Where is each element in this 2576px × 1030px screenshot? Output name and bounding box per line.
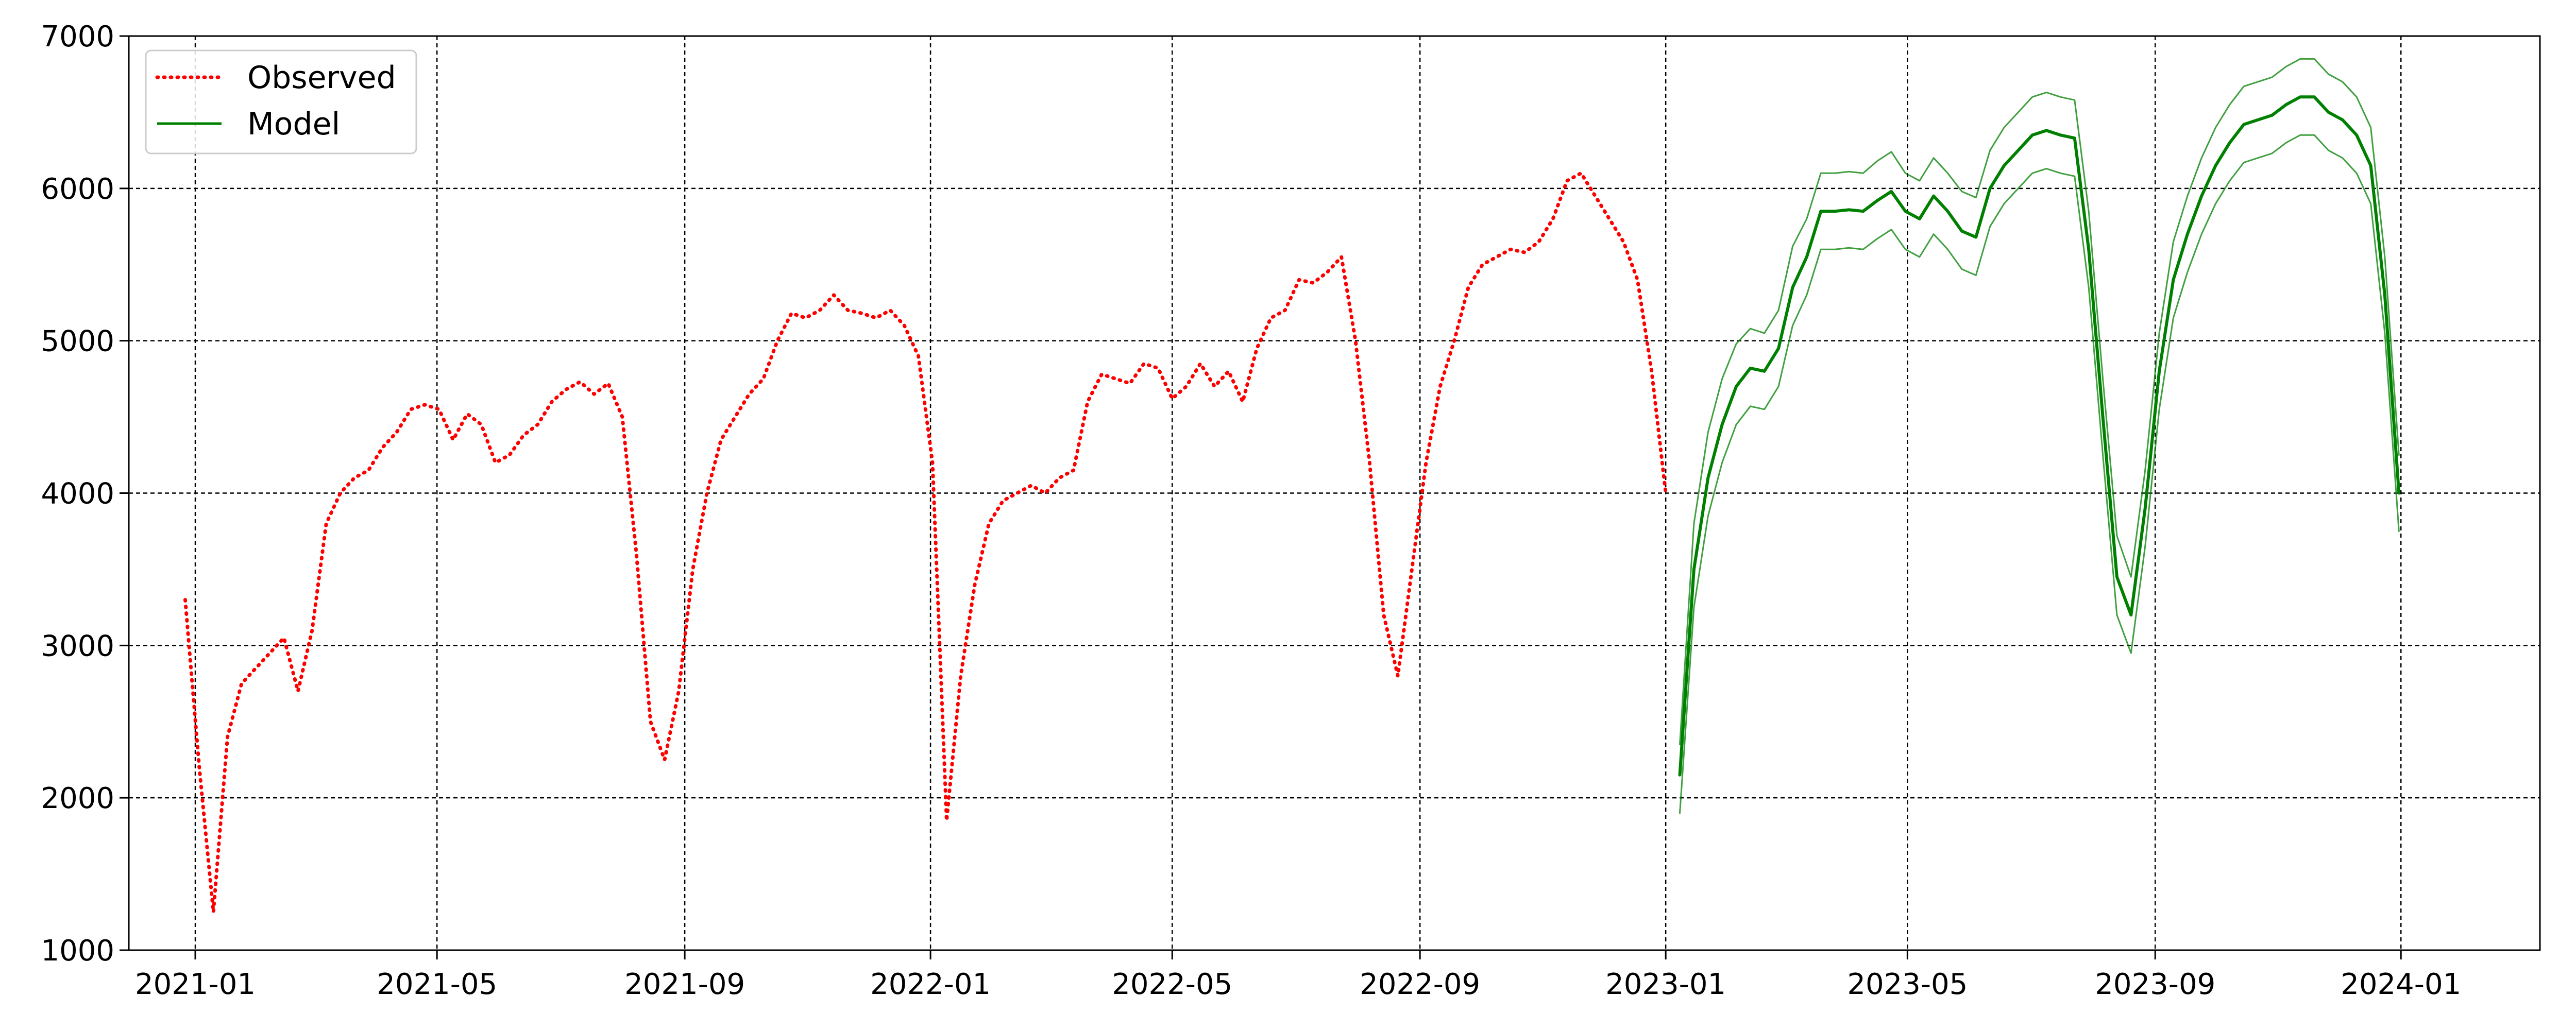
x-tick-label: 2023-01 [1605,968,1726,1001]
y-tick-label: 3000 [41,629,114,663]
y-tick-label: 7000 [41,20,114,54]
legend: Observed Model [145,49,417,154]
legend-label-model: Model [247,106,340,142]
x-tick-label: 2022-09 [1360,968,1480,1001]
x-tick-label: 2021-01 [135,968,256,1001]
y-tick-label: 2000 [41,782,114,815]
series-line-model [1678,95,2401,777]
legend-label-observed: Observed [247,60,396,96]
y-tick-label: 6000 [41,173,114,206]
series-line-band-3 [1679,134,2400,814]
x-tick-label: 2023-05 [1847,968,1968,1001]
x-tick-label: 2024-01 [2341,968,2461,1001]
series-layer [183,58,2401,914]
y-tick-label: 5000 [41,325,114,358]
x-tick-label: 2023-09 [2095,968,2215,1001]
x-tick-label: 2022-01 [870,968,991,1001]
x-tick-label: 2022-05 [1112,968,1232,1001]
series-line-band-2 [1679,58,2400,746]
y-tick-label: 1000 [41,934,114,968]
axis-ticks: 1000 2000 3000 4000 5000 6000 7000 2021-01 2021-… [41,20,2461,1001]
legend-box [145,49,417,154]
series-line-observed [183,171,1668,914]
x-tick-label: 2021-09 [624,968,745,1001]
x-tick-label: 2021-05 [377,968,497,1001]
y-tick-label: 4000 [41,477,114,511]
